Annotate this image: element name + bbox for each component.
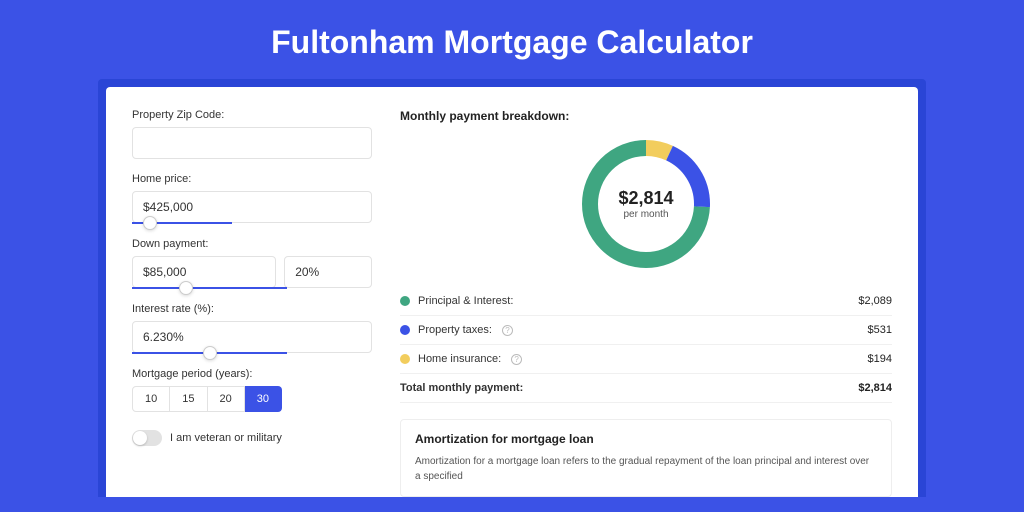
period-buttons: 10152030 — [132, 386, 372, 412]
interest-rate-group: Interest rate (%): — [132, 303, 372, 354]
veteran-toggle[interactable] — [132, 430, 162, 446]
breakdown-title: Monthly payment breakdown: — [400, 109, 892, 123]
period-button-20[interactable]: 20 — [208, 386, 245, 412]
home-price-slider[interactable] — [132, 222, 232, 224]
donut-amount: $2,814 — [618, 188, 673, 209]
legend-row-property_taxes: Property taxes:? $531 — [400, 316, 892, 345]
home-price-slider-thumb[interactable] — [143, 216, 157, 230]
down-payment-slider[interactable] — [132, 287, 287, 289]
down-payment-percent-input[interactable] — [284, 256, 372, 288]
interest-rate-label: Interest rate (%): — [132, 303, 372, 315]
calculator-panel: Property Zip Code: Home price: Down paym… — [106, 87, 918, 497]
zip-group: Property Zip Code: — [132, 109, 372, 159]
donut-sub: per month — [623, 209, 668, 220]
legend-label-principal_interest: Principal & Interest: — [418, 295, 513, 307]
info-icon[interactable]: ? — [502, 325, 513, 336]
amortization-title: Amortization for mortgage loan — [415, 432, 877, 446]
home-price-label: Home price: — [132, 173, 372, 185]
down-payment-group: Down payment: — [132, 238, 372, 289]
legend-dot-principal_interest — [400, 296, 410, 306]
legend-value-home_insurance: $194 — [868, 353, 892, 365]
legend-row-principal_interest: Principal & Interest: $2,089 — [400, 287, 892, 316]
interest-rate-slider-thumb[interactable] — [203, 346, 217, 360]
page-title: Fultonham Mortgage Calculator — [0, 0, 1024, 79]
amortization-box: Amortization for mortgage loan Amortizat… — [400, 419, 892, 497]
total-value: $2,814 — [858, 382, 892, 394]
donut-chart-wrap: $2,814 per month — [400, 133, 892, 287]
breakdown-column: Monthly payment breakdown: $2,814 per mo… — [400, 109, 892, 497]
legend-dot-property_taxes — [400, 325, 410, 335]
zip-label: Property Zip Code: — [132, 109, 372, 121]
inner-band: Property Zip Code: Home price: Down paym… — [98, 79, 926, 497]
home-price-group: Home price: — [132, 173, 372, 224]
form-column: Property Zip Code: Home price: Down paym… — [132, 109, 372, 497]
period-button-10[interactable]: 10 — [132, 386, 170, 412]
veteran-label: I am veteran or military — [170, 432, 282, 444]
interest-rate-input[interactable] — [132, 321, 372, 353]
down-payment-input[interactable] — [132, 256, 276, 288]
total-label: Total monthly payment: — [400, 382, 523, 394]
legend-label-home_insurance: Home insurance: — [418, 353, 501, 365]
mortgage-period-group: Mortgage period (years): 10152030 — [132, 368, 372, 412]
info-icon[interactable]: ? — [511, 354, 522, 365]
amortization-text: Amortization for a mortgage loan refers … — [415, 454, 877, 484]
home-price-input[interactable] — [132, 191, 372, 223]
total-row: Total monthly payment: $2,814 — [400, 374, 892, 403]
period-button-30[interactable]: 30 — [245, 386, 282, 412]
legend-dot-home_insurance — [400, 354, 410, 364]
legend-value-property_taxes: $531 — [868, 324, 892, 336]
interest-rate-slider[interactable] — [132, 352, 287, 354]
veteran-toggle-knob — [133, 431, 147, 445]
period-button-15[interactable]: 15 — [170, 386, 207, 412]
down-payment-label: Down payment: — [132, 238, 372, 250]
donut-center: $2,814 per month — [581, 139, 711, 269]
mortgage-period-label: Mortgage period (years): — [132, 368, 372, 380]
veteran-row: I am veteran or military — [132, 430, 372, 446]
legend-label-property_taxes: Property taxes: — [418, 324, 492, 336]
legend-row-home_insurance: Home insurance:? $194 — [400, 345, 892, 374]
donut-chart: $2,814 per month — [581, 139, 711, 269]
down-payment-slider-thumb[interactable] — [179, 281, 193, 295]
legend-value-principal_interest: $2,089 — [858, 295, 892, 307]
zip-input[interactable] — [132, 127, 372, 159]
